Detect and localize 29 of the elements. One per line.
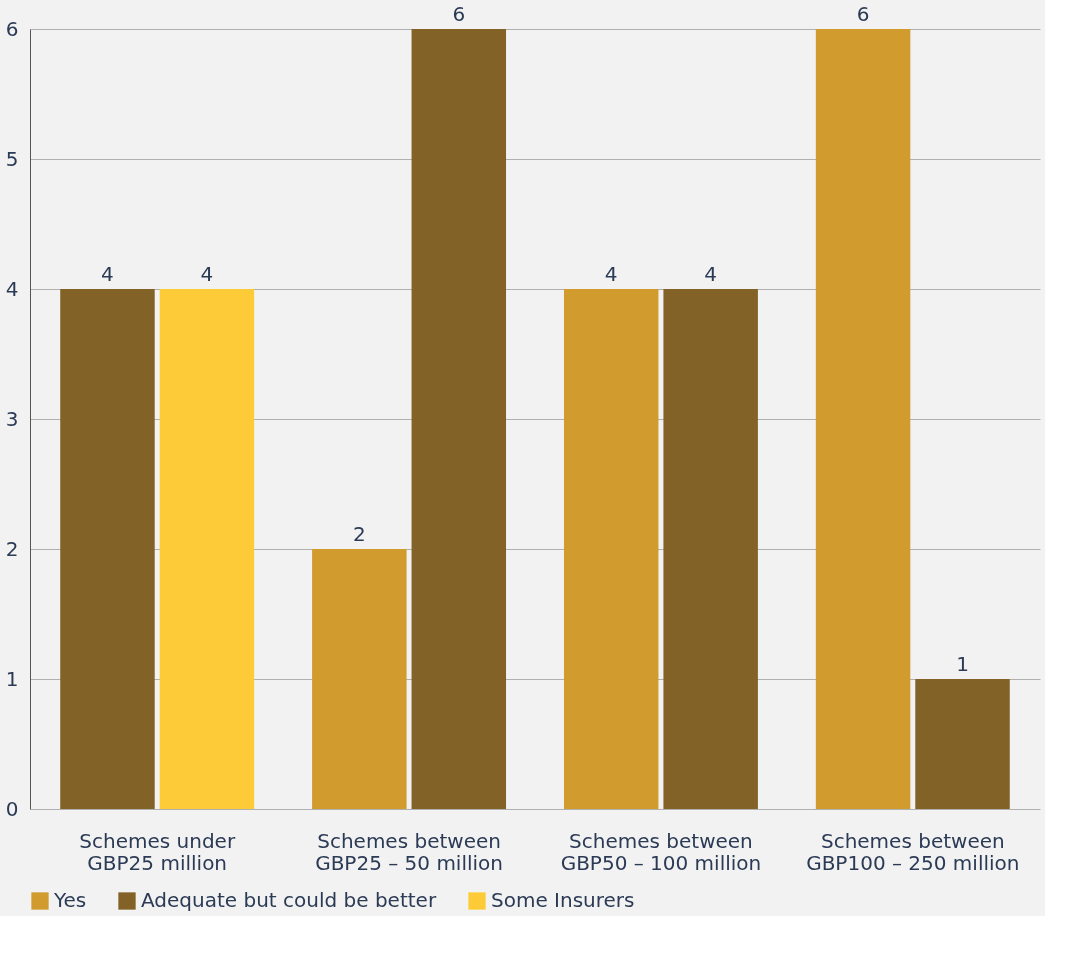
x-tick-label: Schemes between GBP100 – 250 million <box>806 828 1020 875</box>
data-label: 6 <box>856 2 870 26</box>
y-tick-label: 0 <box>5 796 19 821</box>
data-label: 2 <box>352 522 366 546</box>
x-tick-label: Schemes under GBP25 million <box>79 828 236 875</box>
legend-label: Some Insurers <box>491 888 635 912</box>
data-label: 6 <box>452 2 466 26</box>
data-label: 4 <box>604 262 618 286</box>
bar <box>815 29 911 809</box>
x-tick-label: Schemes between GBP25 – 50 million <box>315 828 503 875</box>
y-tick-label: 3 <box>5 406 19 431</box>
x-tick-label: Schemes between GBP50 – 100 million <box>560 828 762 875</box>
data-label: 4 <box>200 262 214 286</box>
bar <box>915 679 1010 809</box>
bar <box>563 289 659 809</box>
legend-label: Adequate but could be better <box>141 888 437 912</box>
y-tick-label: 6 <box>5 16 19 41</box>
y-tick-label: 4 <box>5 276 19 301</box>
bar <box>663 289 758 809</box>
data-label: 1 <box>956 652 969 676</box>
data-label: 4 <box>101 262 114 286</box>
bar <box>312 549 407 809</box>
bar <box>411 29 507 809</box>
bar <box>159 289 255 809</box>
data-label: 4 <box>704 262 718 286</box>
y-tick-label: 2 <box>5 536 19 561</box>
legend-label: Yes <box>53 888 87 912</box>
y-tick-label: 5 <box>5 146 19 171</box>
y-tick-label: 1 <box>5 666 19 691</box>
